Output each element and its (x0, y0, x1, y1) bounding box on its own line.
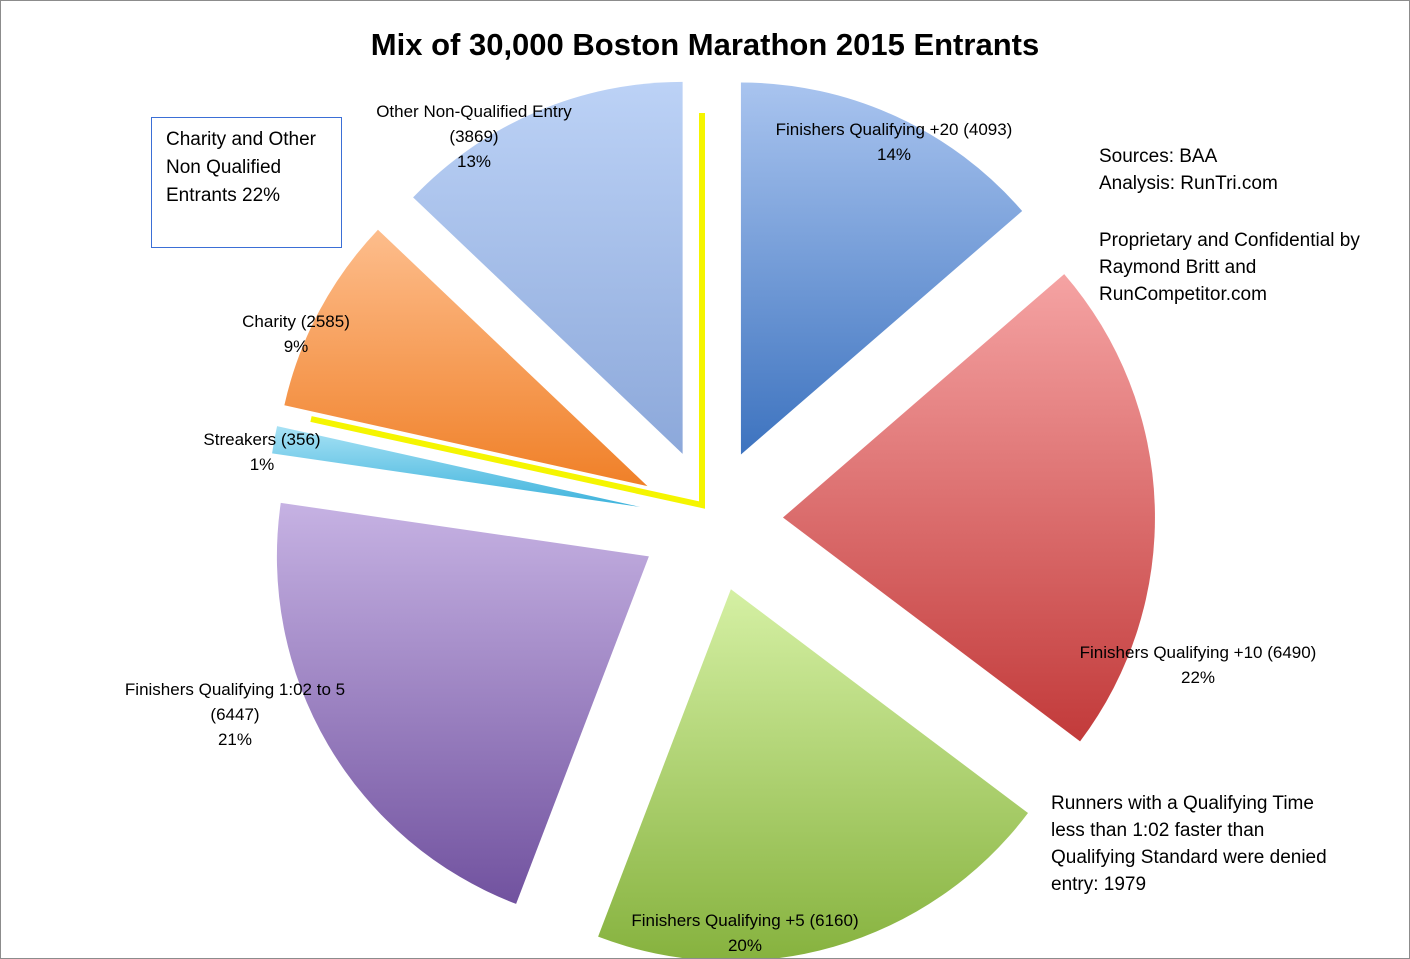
label-q102to5-percent: 21% (217, 730, 253, 749)
pie-slice-charity (284, 229, 648, 487)
charity-nonqualified-box: Charity and Other Non Qualified Entrants… (151, 117, 342, 248)
denied-line-4: entry: 1979 (1051, 874, 1147, 895)
denied-line-3: Qualifying Standard were denied (1051, 847, 1327, 868)
sources-line: Sources: BAA (1099, 146, 1218, 167)
proprietary-line-3: RunCompetitor.com (1099, 284, 1267, 305)
label-plus5: Finishers Qualifying +5 (6160) 20% (631, 908, 858, 958)
proprietary-line-1: Proprietary and Confidential by (1099, 230, 1360, 251)
label-other-count: (3869) (449, 127, 499, 146)
label-other-name: Other Non-Qualified Entry (376, 102, 572, 121)
chart-title: Mix of 30,000 Boston Marathon 2015 Entra… (370, 27, 1040, 62)
label-plus10-name: Finishers Qualifying +10 (6490) (1079, 643, 1317, 662)
sources-note: Sources: BAA Analysis: RunTri.com (1099, 143, 1278, 197)
pie-slice-other (413, 81, 683, 454)
label-plus20-name: Finishers Qualifying +20 (4093) (775, 120, 1013, 139)
label-plus10-percent: 22% (1180, 668, 1216, 687)
pie-slice-streakers (272, 426, 641, 507)
analysis-line: Analysis: RunTri.com (1099, 173, 1278, 194)
charity-nonqualified-highlight-line (310, 113, 705, 509)
label-plus5-percent: 20% (727, 936, 763, 955)
label-streakers-percent: 1% (249, 455, 275, 474)
label-charity-percent: 9% (283, 337, 309, 356)
pie-slice-plus5 (598, 589, 1029, 958)
denied-line-2: less than 1:02 faster than (1051, 820, 1265, 841)
proprietary-line-2: Raymond Britt and (1099, 257, 1257, 278)
label-plus20: Finishers Qualifying +20 (4093) 14% (776, 117, 1013, 167)
denied-note: Runners with a Qualifying Time less than… (1051, 790, 1327, 898)
pie-slice-plus10 (782, 274, 1155, 742)
label-streakers: Streakers (356) 1% (203, 427, 320, 477)
label-plus20-percent: 14% (876, 145, 912, 164)
label-q102to5-name: Finishers Qualifying 1:02 to 5 (124, 680, 346, 699)
denied-line-1: Runners with a Qualifying Time (1051, 793, 1314, 814)
proprietary-note: Proprietary and Confidential by Raymond … (1099, 227, 1360, 308)
pie-slice-plus20 (740, 82, 1023, 455)
label-other-percent: 13% (456, 152, 492, 171)
label-charity-name: Charity (2585) (242, 312, 350, 331)
label-plus10: Finishers Qualifying +10 (6490) 22% (1080, 640, 1317, 690)
label-q102to5-count: (6447) (210, 705, 260, 724)
pie-slice-q102to5 (276, 502, 649, 904)
label-plus5-name: Finishers Qualifying +5 (6160) (631, 911, 859, 930)
label-streakers-name: Streakers (356) (203, 430, 321, 449)
label-charity: Charity (2585) 9% (242, 309, 350, 359)
label-q102to5: Finishers Qualifying 1:02 to 5 (6447) 21… (125, 677, 345, 752)
label-other: Other Non-Qualified Entry (3869) 13% (376, 99, 572, 174)
